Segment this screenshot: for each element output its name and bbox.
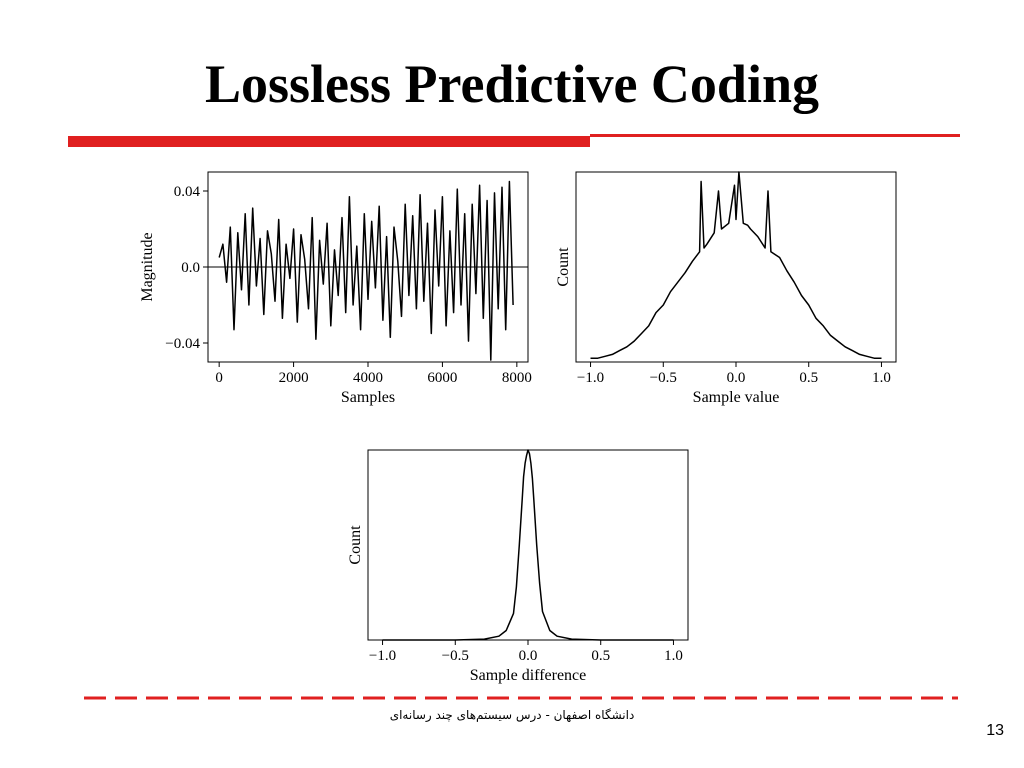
series-line (382, 449, 674, 641)
series-line (590, 171, 882, 359)
x-tick-label: 0.5 (591, 648, 610, 664)
x-tick-label: 1.0 (872, 370, 891, 386)
y-axis-label: Count (347, 525, 364, 565)
x-tick-label: −0.5 (650, 370, 677, 386)
x-tick-label: 0.0 (727, 370, 746, 386)
x-tick-label: 4000 (353, 370, 383, 386)
x-tick-label: −1.0 (369, 648, 396, 664)
footer-dashed-line (84, 696, 958, 700)
chart-count-vs-sample-value: −1.0 −0.5 0.0 0.5 1.0 Sample value Count (555, 171, 897, 406)
title-underline-thick (68, 136, 590, 147)
x-tick-label: 6000 (427, 370, 457, 386)
plot-frame (575, 171, 897, 363)
title-underline-thin (590, 134, 960, 137)
x-tick-label: −1.0 (577, 370, 604, 386)
x-tick-label: 0 (215, 370, 223, 386)
y-tick-label: −0.04 (165, 336, 200, 352)
x-axis-label: Samples (341, 389, 395, 406)
x-axis-label: Sample value (693, 389, 780, 406)
x-tick-label: −0.5 (442, 648, 469, 664)
series-line (218, 180, 514, 361)
x-tick-label: 0.0 (519, 648, 538, 664)
x-tick-label: 1.0 (664, 648, 683, 664)
x-tick-label: 2000 (279, 370, 309, 386)
footer-university-text: دانشگاه اصفهان - درس سیستم‌های چند رسانه… (389, 708, 635, 722)
y-tick-label: 0.04 (174, 184, 201, 200)
x-tick-label: 8000 (502, 370, 532, 386)
y-axis-label: Magnitude (139, 232, 156, 301)
x-axis-label: Sample difference (470, 667, 587, 684)
plot-frame (367, 449, 689, 641)
page-number: 13 (986, 722, 1004, 739)
x-tick-label: 0.5 (799, 370, 818, 386)
y-axis-label: Count (555, 247, 572, 287)
slide-title: Lossless Predictive Coding (204, 54, 819, 114)
y-tick-label: 0.0 (181, 260, 200, 276)
chart-magnitude-vs-samples: 0 2000 4000 6000 8000 −0.04 0.0 0.04 Samples Magn… (139, 171, 532, 406)
chart-count-vs-sample-difference: −1.0 −0.5 0.0 0.5 1.0 Sample difference Count (347, 449, 689, 684)
